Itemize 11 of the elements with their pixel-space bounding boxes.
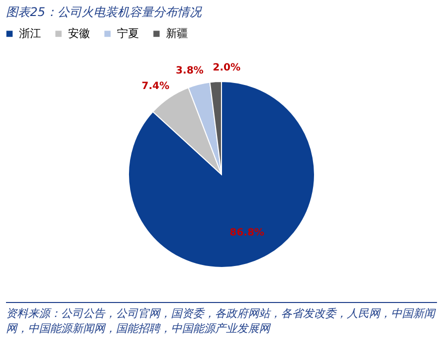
data-label: 86.8% <box>230 227 264 238</box>
chart-title: 图表25：公司火电装机容量分布情况 <box>6 4 437 25</box>
data-label: 3.8% <box>176 66 204 77</box>
text: 资料来源：公司公告，公司官网，国资委，各政府网站，各省发改委，人民网，中国新闻网，中国能源新闻网，国能招聘，中国能源产业发展网 <box>6 302 437 336</box>
data-label: 2.0% <box>212 62 241 74</box>
legend-label: 浙江 <box>19 26 41 40</box>
legend-label: 新疆 <box>166 26 188 40</box>
data-label: 7.4% <box>142 81 170 92</box>
pie-slice <box>128 81 315 268</box>
legend-label: 安徽 <box>68 26 90 40</box>
legend-label: 宁夏 <box>117 26 139 40</box>
